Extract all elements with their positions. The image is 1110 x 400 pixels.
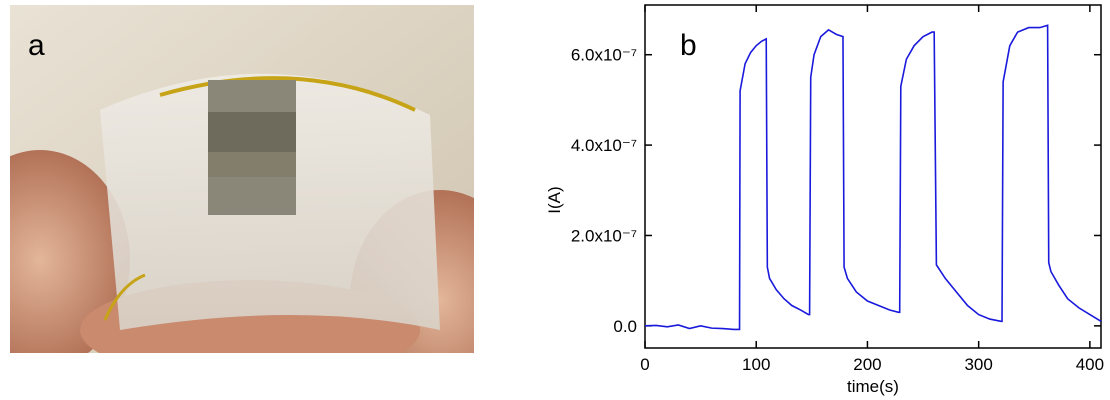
x-tick-label: 400 — [1076, 355, 1104, 374]
plot-frame — [644, 4, 1102, 349]
x-tick-label: 300 — [964, 355, 992, 374]
y-tick-label: 0.0 — [613, 317, 637, 336]
y-tick-label: 6.0x10⁻⁷ — [571, 46, 637, 65]
photo — [10, 5, 474, 353]
x-tick-label: 100 — [742, 355, 770, 374]
data-line — [644, 24, 1102, 331]
panel-label: a — [28, 29, 45, 62]
x-tick-label: 0 — [640, 355, 649, 374]
panel-label: b — [680, 29, 697, 62]
y-tick-label: 4.0x10⁻⁷ — [571, 136, 637, 155]
x-axis-label: time(s) — [847, 377, 899, 396]
y-axis-label: I(A) — [545, 186, 564, 213]
x-tick-label: 200 — [853, 355, 881, 374]
y-tick-label: 2.0x10⁻⁷ — [571, 226, 637, 245]
